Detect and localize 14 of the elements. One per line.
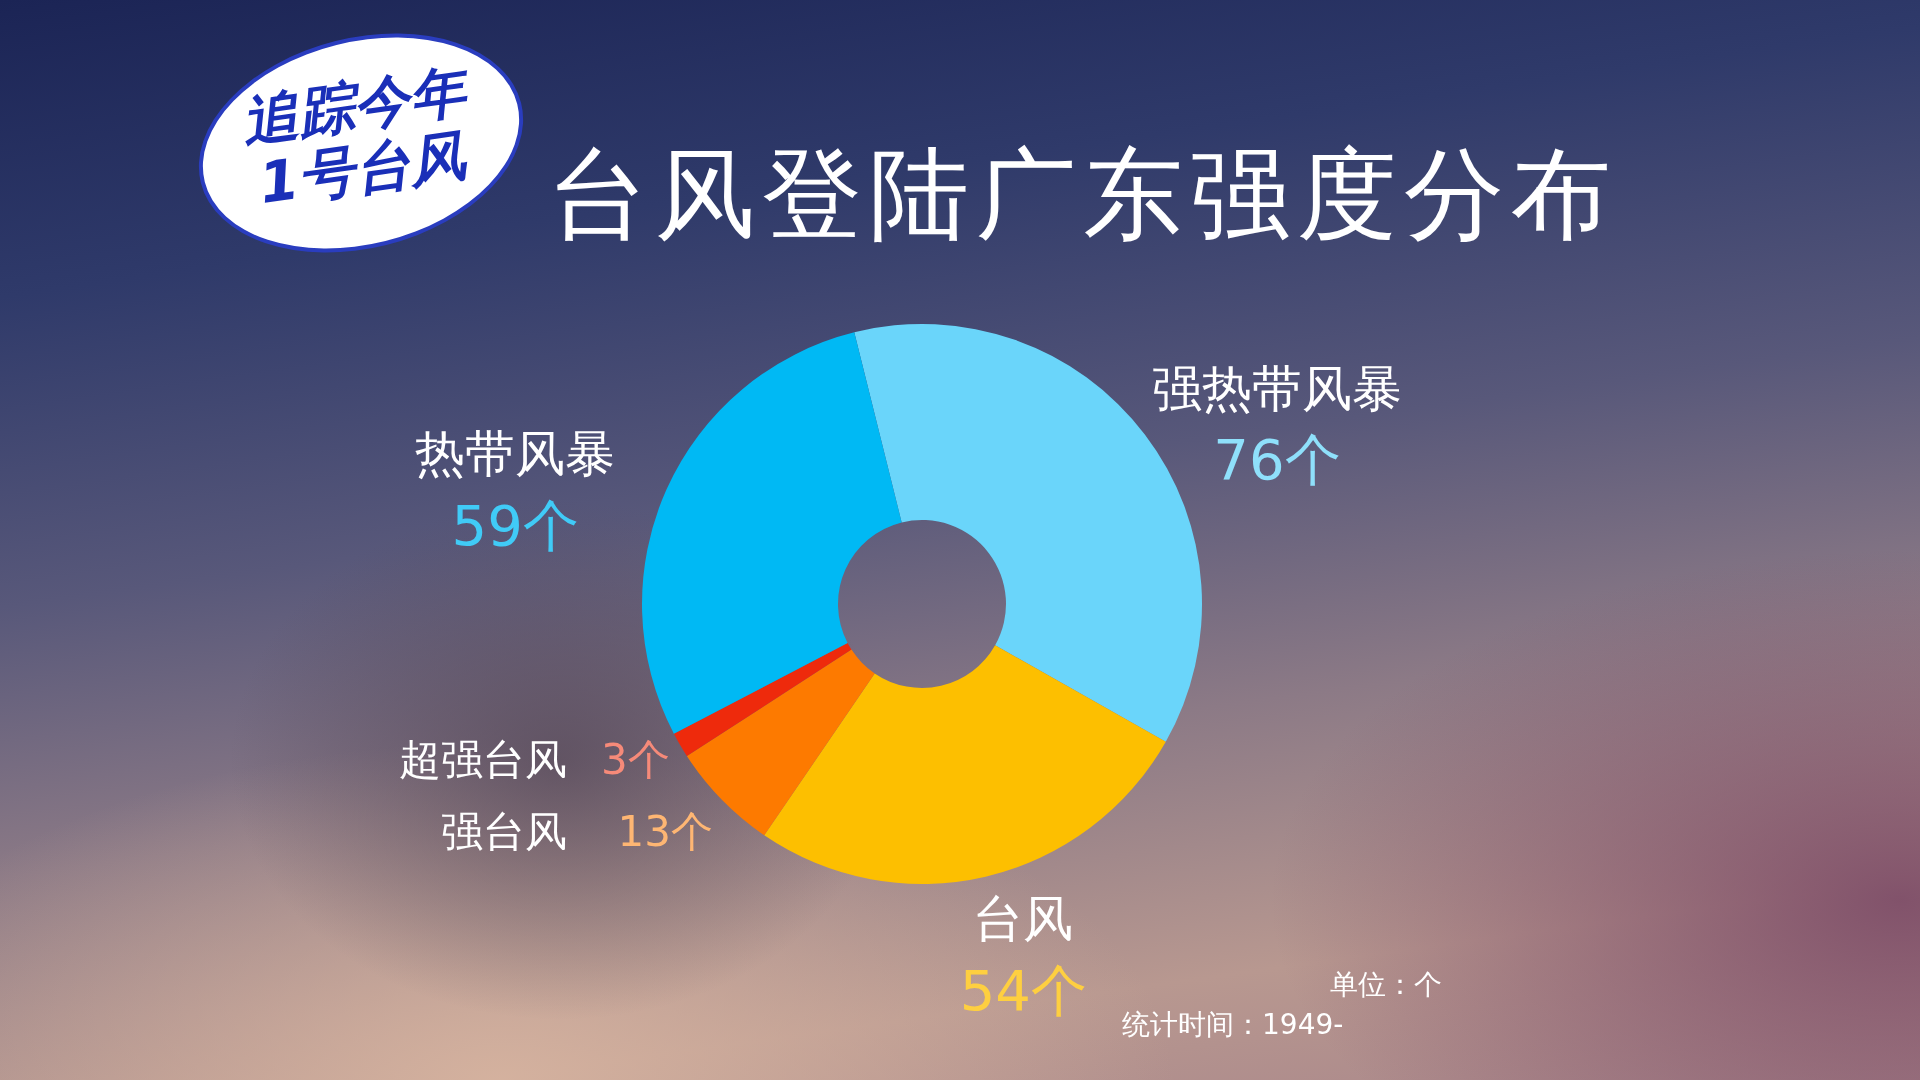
- chart-title: 台风登陆广东强度分布: [548, 136, 1618, 253]
- data-label: 59个: [451, 492, 579, 558]
- data-label: 76个: [1213, 427, 1341, 493]
- slice-label: 台风: [973, 890, 1074, 949]
- data-label: 3个: [601, 734, 670, 784]
- data-label: 13个: [617, 806, 713, 856]
- slice-label: 超强台风: [399, 734, 567, 784]
- chart-subtitle: 追踪今年1号台风: [237, 57, 471, 218]
- slice-label: 强台风: [441, 806, 567, 856]
- text: 单位：个: [1330, 967, 1442, 1003]
- data-label: 54个: [959, 957, 1087, 1023]
- slice-label: 强热带风暴: [1151, 359, 1402, 418]
- slice-label: 热带风暴: [415, 425, 616, 484]
- text: 统计时间：1949-: [1122, 1007, 1344, 1043]
